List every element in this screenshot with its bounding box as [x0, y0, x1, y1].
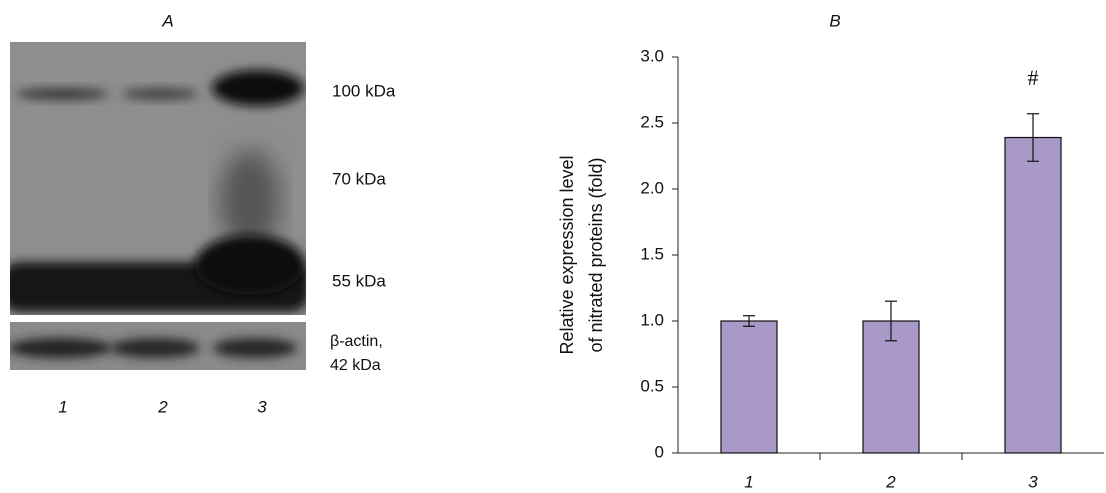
lane-label: 3	[257, 397, 267, 416]
x-tick-label: 1	[744, 472, 753, 491]
bar	[1005, 138, 1061, 453]
marker-label: 55 kDa	[332, 271, 386, 290]
panel-title: A	[161, 11, 173, 30]
y-axis-label: Relative expression level	[557, 155, 577, 354]
figure: A 100 kDa 70 kDa 55 kDa β-actin, 42 kDa …	[0, 0, 1106, 493]
loading-label: 42 kDa	[330, 357, 381, 374]
annotation: #	[1028, 65, 1039, 90]
y-tick-label: 1.5	[640, 244, 664, 263]
bar	[721, 321, 777, 453]
y-tick-label: 2.0	[640, 178, 664, 197]
y-tick-label: 0	[655, 442, 664, 461]
y-tick-label: 3.0	[640, 46, 664, 65]
y-axis-label: of nitrated proteins (fold)	[586, 157, 606, 352]
marker-label: 70 kDa	[332, 169, 386, 188]
y-tick-label: 2.5	[640, 112, 664, 131]
x-tick-label: 3	[1028, 472, 1038, 491]
chart-title: B	[829, 11, 840, 30]
blot-image	[0, 42, 310, 370]
lane-label: 2	[157, 397, 168, 416]
loading-label: β-actin,	[330, 333, 383, 350]
marker-label: 100 kDa	[332, 81, 396, 100]
x-tick-label: 2	[885, 472, 896, 491]
lane-label: 1	[58, 397, 67, 416]
y-tick-label: 1.0	[640, 310, 664, 329]
y-tick-label: 0.5	[640, 376, 664, 395]
